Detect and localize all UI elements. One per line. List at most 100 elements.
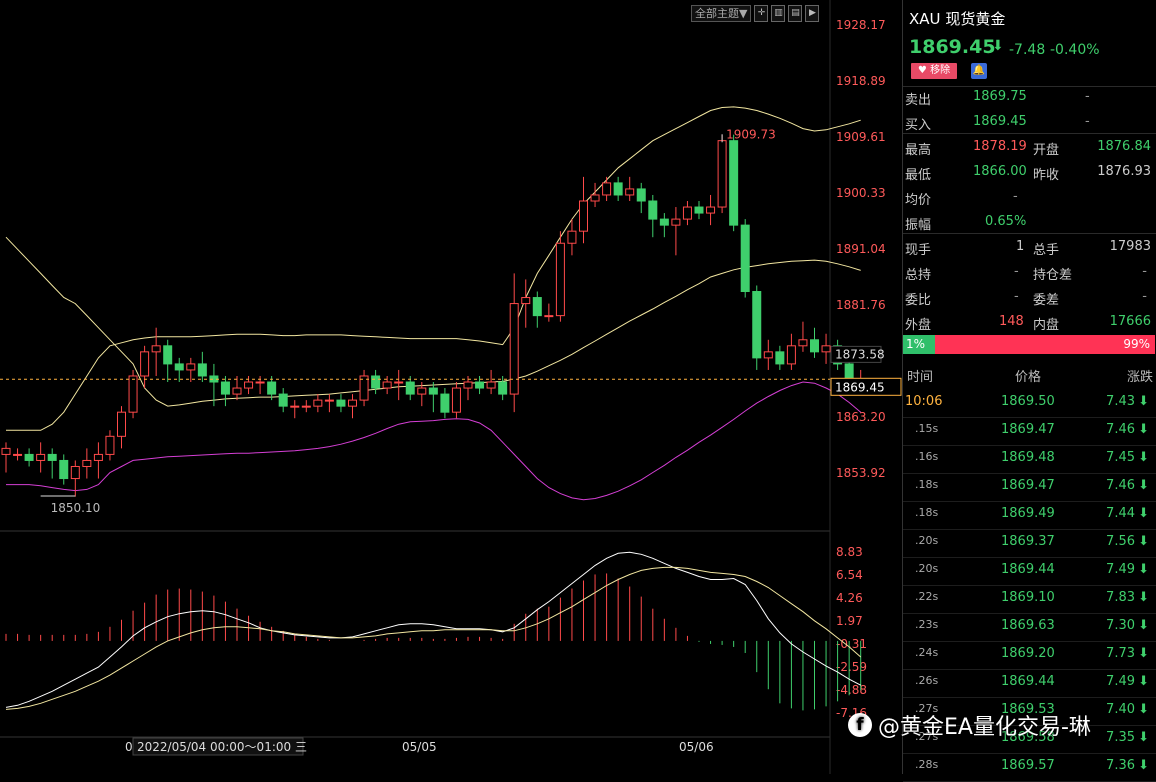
down-arrow-icon: ⬇ bbox=[1138, 506, 1149, 521]
tick-change: 7.43 bbox=[1106, 394, 1135, 409]
tick-price: 1869.47 bbox=[1001, 422, 1055, 437]
tick-change: 7.40 bbox=[1106, 702, 1135, 717]
macd-axis-label: -2.59 bbox=[836, 660, 867, 674]
buy-label: 买入 bbox=[905, 118, 932, 133]
tick-change: 7.44 bbox=[1106, 506, 1135, 521]
candle-body bbox=[521, 297, 531, 305]
tick-price: 1869.20 bbox=[1001, 646, 1055, 661]
tick-change: 7.36 bbox=[1106, 758, 1135, 773]
low-value: 1866.00 bbox=[973, 164, 1027, 179]
inner-value: 17666 bbox=[1109, 314, 1151, 329]
candle-body bbox=[544, 315, 554, 318]
theme-dropdown[interactable]: 全部主题▼ bbox=[691, 5, 752, 22]
candle-body bbox=[706, 206, 716, 214]
current-price-tag bbox=[830, 377, 902, 396]
remove-watchlist-button[interactable]: ♥ 移除 bbox=[911, 63, 957, 79]
watermark-text: @黄金EA量化交易-琳 bbox=[878, 715, 1091, 740]
tick-price: 1869.44 bbox=[1001, 674, 1055, 689]
tick-time: .24s bbox=[915, 646, 939, 659]
candle-body bbox=[13, 453, 23, 456]
tick-price: 1869.37 bbox=[1001, 534, 1055, 549]
candle-body bbox=[197, 363, 207, 377]
hold-row: 总持 - 持仓差 - bbox=[903, 260, 1156, 285]
candle-body bbox=[428, 387, 438, 395]
price-axis-label: 1928.17 bbox=[836, 18, 886, 32]
tick-price: 1869.48 bbox=[1001, 450, 1055, 465]
price-axis-label: 1900.33 bbox=[836, 186, 886, 200]
candle-body bbox=[1, 447, 11, 455]
order-diff-value: - bbox=[1142, 289, 1147, 304]
price-axis-label: 1853.92 bbox=[836, 466, 886, 480]
candle-body bbox=[186, 363, 196, 371]
candle-body bbox=[451, 387, 461, 413]
tick-time: .16s bbox=[915, 450, 939, 463]
ticks-header-change: 涨跌 bbox=[1126, 370, 1153, 385]
price-axis-label: 1881.76 bbox=[836, 298, 886, 312]
candle-body bbox=[648, 200, 658, 220]
buy-sell-ratio-bar: 1% 99% bbox=[903, 335, 1155, 354]
expand-icon[interactable]: ▶ bbox=[805, 5, 820, 22]
crosshair-icon[interactable]: ✛ bbox=[754, 5, 769, 22]
buy-row: 买入 1869.45 - bbox=[903, 110, 1156, 135]
macd-dif-line bbox=[5, 551, 861, 708]
candle-body bbox=[324, 399, 334, 402]
symbol-name: 现货黄金 bbox=[945, 10, 1006, 28]
price-change: -7.48 bbox=[1009, 42, 1046, 58]
layout-alt-icon[interactable]: ▤ bbox=[788, 5, 803, 22]
tick-time: .18s bbox=[915, 506, 939, 519]
cursor-time-box bbox=[132, 737, 304, 756]
tick-time: .23s bbox=[915, 618, 939, 631]
avg-row: 均价 - bbox=[903, 185, 1156, 210]
tick-change: 7.49 bbox=[1106, 674, 1135, 689]
candle-body bbox=[682, 206, 692, 220]
chart-canvas[interactable]: 1928.17 1918.89 1909.61 1900.33 1891.04 1881.… bbox=[0, 0, 902, 774]
bollinger-upper-line bbox=[6, 106, 861, 431]
price-change-pct: -0.40% bbox=[1050, 42, 1100, 58]
bollinger-lower-line bbox=[6, 381, 862, 501]
candle-body bbox=[613, 182, 623, 196]
candle-body bbox=[267, 381, 277, 395]
tick-row: .18s 1869.47 7.46 ⬇ bbox=[903, 474, 1156, 502]
watermark: f @黄金EA量化交易-琳 bbox=[848, 709, 1091, 741]
down-arrow-icon: ⬇ bbox=[1138, 702, 1149, 717]
total-volume-label: 总手 bbox=[1033, 243, 1060, 258]
candle-body bbox=[278, 393, 288, 407]
candle-body bbox=[509, 303, 519, 395]
candle-body bbox=[24, 453, 34, 461]
tick-row: .27s 1869.53 7.40 ⬇ bbox=[903, 698, 1156, 726]
tick-row: .26s 1869.44 7.49 ⬇ bbox=[903, 670, 1156, 698]
outer-value: 148 bbox=[999, 314, 1024, 329]
bell-icon[interactable]: 🔔 bbox=[971, 63, 987, 79]
price-chart[interactable]: 1928.17 1918.89 1909.61 1900.33 1891.04 1881.… bbox=[0, 0, 902, 774]
candle-body bbox=[659, 218, 669, 226]
tick-change: 7.56 bbox=[1106, 534, 1135, 549]
price-axis-label: 1918.89 bbox=[836, 74, 886, 88]
tick-price: 1869.10 bbox=[1001, 590, 1055, 605]
candle-body bbox=[486, 381, 496, 389]
down-arrow-icon: ⬇ bbox=[1138, 534, 1149, 549]
candle-body bbox=[463, 381, 473, 389]
down-arrow-icon: ⬇ bbox=[1138, 674, 1149, 689]
candle-body bbox=[579, 200, 588, 232]
sell-value: 1869.75 bbox=[973, 89, 1027, 104]
down-arrow-icon: ⬇ bbox=[1138, 730, 1149, 745]
candle-body bbox=[301, 405, 311, 408]
cursor-time-label: 2022/05/04 00:00～01:00 三 bbox=[137, 740, 307, 754]
tick-time: .27s bbox=[915, 730, 939, 743]
tick-change: 7.30 bbox=[1106, 618, 1135, 633]
layout-icon[interactable]: ▥ bbox=[771, 5, 786, 22]
tick-price: 1869.44 bbox=[1001, 562, 1055, 577]
low-annotation: 1850.10 bbox=[51, 501, 101, 515]
candle-body bbox=[336, 399, 346, 407]
buy-value: 1869.45 bbox=[973, 114, 1027, 129]
price-axis-label: 1863.20 bbox=[836, 410, 886, 424]
candle-body bbox=[475, 381, 485, 389]
tick-time: 10:06 bbox=[905, 394, 943, 409]
candle-body bbox=[752, 291, 762, 359]
tick-change: 7.83 bbox=[1106, 590, 1135, 605]
tick-price: 1869.49 bbox=[1001, 506, 1055, 521]
sell-row: 卖出 1869.75 - bbox=[903, 85, 1156, 110]
candle-body bbox=[232, 387, 242, 395]
price-axis-label: 1891.04 bbox=[836, 242, 886, 256]
candle-body bbox=[394, 381, 404, 384]
